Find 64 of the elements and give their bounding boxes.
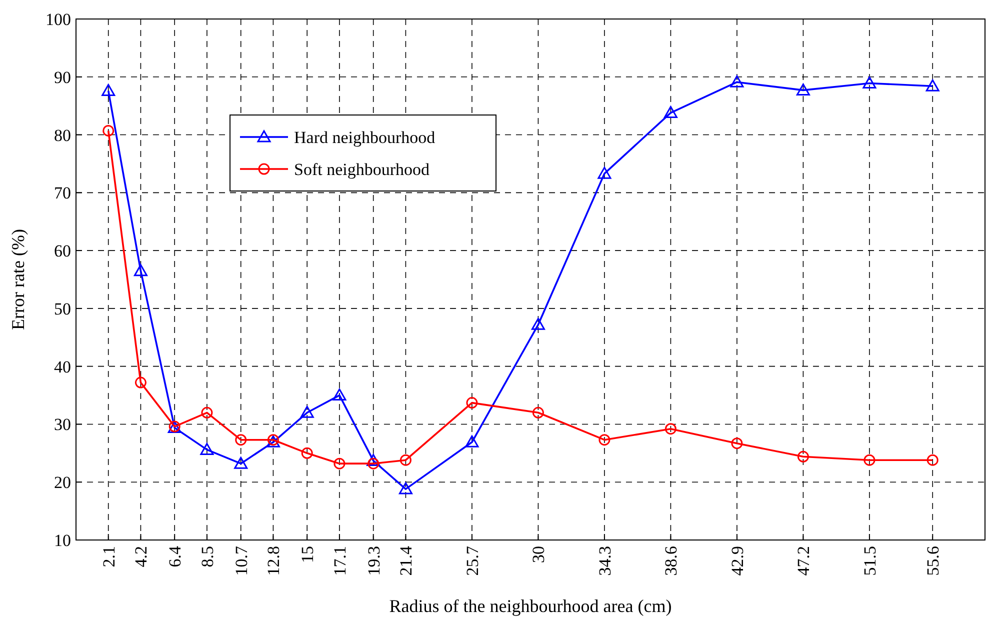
x-tick-label: 25.7 (462, 546, 482, 576)
point (134, 376, 146, 388)
y-tick-label: 30 (54, 415, 71, 434)
x-tick-label: 8.5 (198, 546, 217, 568)
y-tick-label: 80 (54, 126, 71, 145)
point (466, 397, 478, 409)
point (664, 106, 678, 118)
y-tick-label: 20 (54, 473, 71, 492)
point (731, 438, 743, 450)
x-tick-label: 47.2 (794, 546, 814, 576)
point (864, 454, 876, 466)
legend-label: Soft neighbourhood (294, 160, 430, 179)
point (235, 434, 247, 446)
point (531, 318, 545, 330)
point (300, 406, 314, 418)
x-tick-label: 55.6 (924, 546, 943, 576)
point (134, 264, 148, 276)
point (102, 84, 116, 96)
y-tick-label: 10 (54, 531, 71, 550)
y-tick-label: 60 (54, 242, 71, 261)
point (301, 447, 313, 459)
x-tick-label: 30 (529, 546, 548, 563)
x-tick-label: 51.5 (860, 546, 880, 576)
x-axis-title: Radius of the neighbourhood area (cm) (389, 596, 672, 616)
x-tick-label: 2.1 (99, 546, 118, 568)
y-tick-label: 70 (54, 184, 71, 203)
point (598, 434, 610, 446)
legend-label: Hard neighbourhood (294, 128, 436, 147)
point (465, 435, 479, 448)
point (368, 458, 380, 470)
y-tick-label: 50 (54, 299, 71, 318)
point (366, 454, 380, 466)
point (797, 450, 809, 462)
x-tick-label: 10.7 (232, 546, 251, 576)
point (398, 482, 412, 494)
x-tick-label: 17.1 (330, 546, 350, 576)
point (102, 124, 114, 136)
y-tick-label: 90 (54, 68, 71, 87)
point (400, 454, 412, 466)
point (796, 83, 810, 96)
point (730, 75, 744, 88)
y-tick-label: 100 (46, 10, 71, 29)
x-tick-label: 34.3 (595, 546, 614, 576)
point (200, 442, 214, 455)
point (332, 388, 346, 401)
point (926, 454, 938, 466)
x-tick-label: 19.3 (364, 546, 384, 576)
point (598, 166, 612, 179)
point (926, 79, 940, 92)
point (334, 458, 346, 470)
point (532, 406, 544, 418)
x-tick-label: 4.2 (132, 546, 151, 568)
x-tick-label: 6.4 (166, 546, 185, 568)
x-tick-label: 12.8 (264, 546, 284, 576)
y-axis-title: Error rate (%) (8, 229, 28, 330)
point (201, 406, 213, 418)
x-tick-label: 21.4 (396, 546, 416, 576)
point (234, 456, 248, 469)
y-tick-label: 40 (54, 357, 71, 376)
point (664, 423, 676, 435)
x-tick-label: 38.6 (662, 546, 681, 576)
x-tick-label: 15 (298, 546, 318, 563)
point (862, 76, 876, 89)
x-tick-label: 42.9 (728, 546, 747, 576)
